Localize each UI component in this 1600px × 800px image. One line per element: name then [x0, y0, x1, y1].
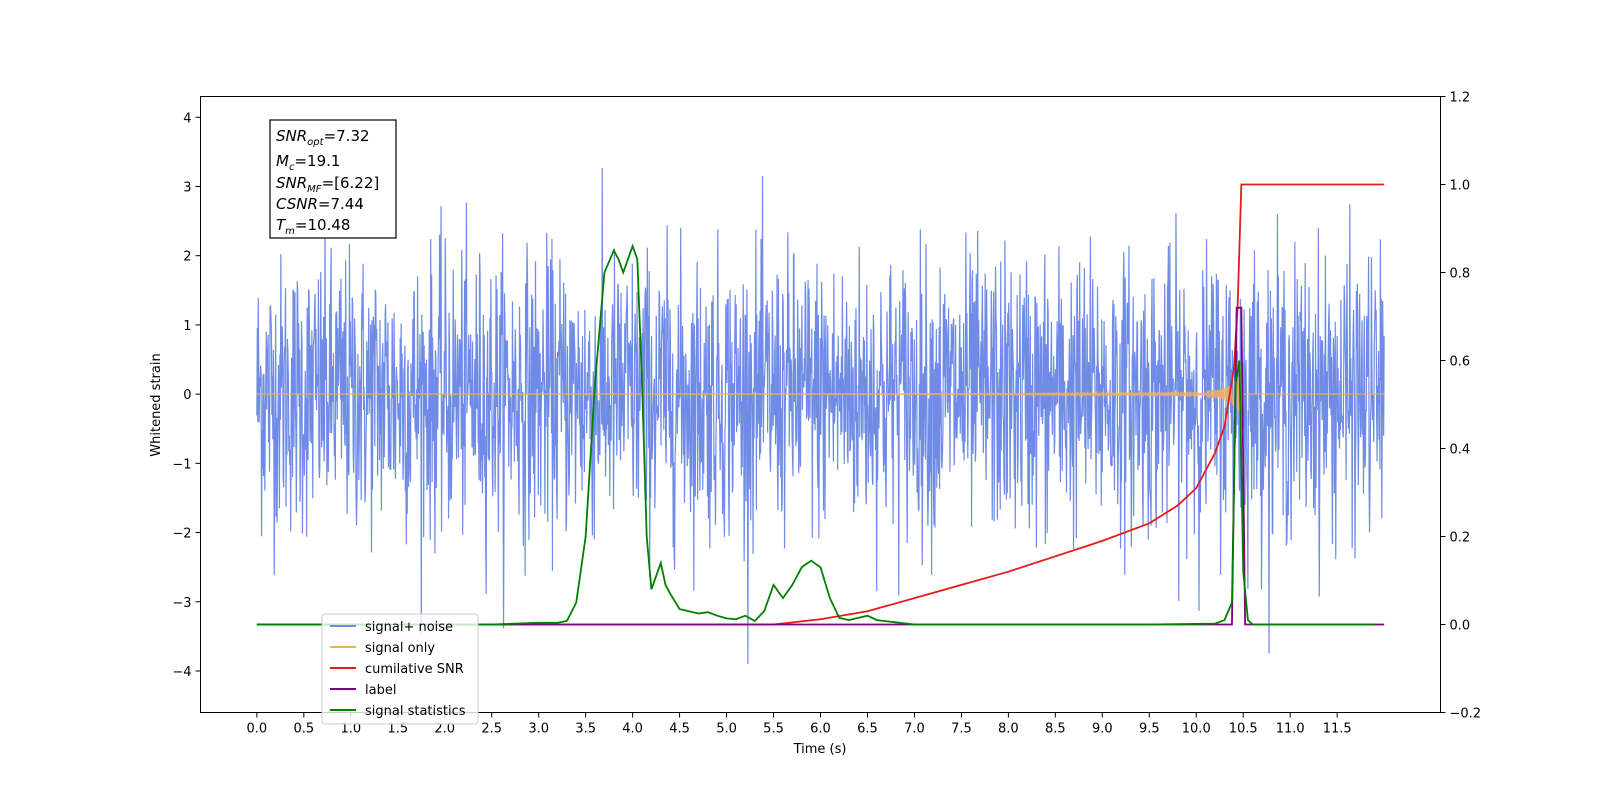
y-right-tick-label: 0.8 [1450, 267, 1471, 282]
x-tick-label: 5.0 [716, 722, 737, 737]
y-right-tick-label: −0.2 [1450, 707, 1482, 722]
legend-label: label [365, 683, 396, 698]
x-tick-label: 11.0 [1276, 722, 1305, 737]
legend-frame [321, 613, 479, 725]
info-box: SNRopt=7.32 Mc=19.1 SNRMF=[6.22] CSNR=7.… [269, 119, 397, 239]
y-axis-right: 1.2 1.0 0.8 0.6 0.4 0.2 0.0 −0.2 [1440, 91, 1482, 722]
x-tick-label: 9.5 [1139, 722, 1160, 737]
x-tick-label: 10.5 [1229, 722, 1258, 737]
y-left-tick-label: 3 [183, 180, 191, 195]
y-left-tick-label: −4 [172, 665, 191, 680]
info-csnr: CSNR=7.44 [276, 195, 364, 213]
legend: signal+ noise signal only cumilative SNR la… [321, 613, 479, 725]
x-tick-label: 1.0 [340, 722, 361, 737]
y-right-tick-label: 1.0 [1450, 179, 1471, 194]
x-tick-label: 7.5 [951, 722, 972, 737]
x-tick-label: 8.0 [998, 722, 1019, 737]
legend-label: cumilative SNR [365, 662, 464, 677]
x-tick-label: 4.0 [622, 722, 643, 737]
y-left-tick-label: −1 [172, 457, 191, 472]
x-tick-label: 0.0 [247, 722, 268, 737]
x-tick-label: 6.0 [810, 722, 831, 737]
legend-label: signal statistics [365, 704, 466, 719]
legend-label: signal+ noise [365, 620, 453, 635]
x-tick-label: 2.5 [481, 722, 502, 737]
y-left-tick-label: −3 [172, 596, 191, 611]
x-tick-label: 4.5 [669, 722, 690, 737]
y-left-tick-label: 1 [183, 319, 191, 334]
y-left-tick-label: 4 [183, 111, 191, 126]
x-tick-label: 2.0 [434, 722, 455, 737]
info-snr-opt: SNRopt=7.32 [276, 127, 370, 148]
y-axis-label: Whitened strain [149, 353, 164, 456]
info-snr-mf: SNRMF=[6.22] [276, 174, 379, 195]
x-tick-label: 1.5 [387, 722, 408, 737]
x-tick-label: 8.5 [1045, 722, 1066, 737]
info-mc: Mc=19.1 [276, 152, 340, 173]
series-signal-noise [256, 168, 1385, 665]
x-tick-label: 3.0 [528, 722, 549, 737]
y-left-tick-label: 2 [183, 250, 191, 265]
info-tm: Tm=10.48 [276, 216, 350, 237]
x-tick-label: 9.0 [1092, 722, 1113, 737]
x-tick-label: 6.5 [857, 722, 878, 737]
x-tick-label: 0.5 [293, 722, 314, 737]
x-tick-label: 5.5 [763, 722, 784, 737]
y-left-tick-label: −2 [172, 527, 191, 542]
legend-label: signal only [365, 641, 435, 656]
info-box-frame [269, 119, 397, 239]
y-right-tick-label: 0.6 [1450, 355, 1471, 370]
x-tick-label: 10.0 [1182, 722, 1211, 737]
x-tick-label: 11.5 [1323, 722, 1352, 737]
x-axis: 0.0 0.5 1.0 1.5 2.0 2.5 3.0 3.5 4.0 4.5 5.0 5.5 6.0 6… [247, 712, 1352, 737]
series-signal-statistics [256, 243, 1375, 626]
y-right-tick-label: 1.2 [1450, 91, 1471, 106]
y-right-tick-label: 0.0 [1450, 619, 1471, 634]
x-tick-label: 7.0 [904, 722, 925, 737]
series-cumulative-snr [256, 183, 1385, 626]
y-right-tick-label: 0.4 [1450, 443, 1471, 458]
y-axis-left: 4 3 2 1 0 −1 −2 −3 −4 [172, 111, 201, 680]
y-right-tick-label: 0.2 [1450, 531, 1471, 546]
x-tick-label: 3.5 [575, 722, 596, 737]
y-left-tick-label: 0 [183, 388, 191, 403]
x-axis-label: Time (s) [793, 742, 847, 757]
series-signal-only [256, 364, 1385, 426]
